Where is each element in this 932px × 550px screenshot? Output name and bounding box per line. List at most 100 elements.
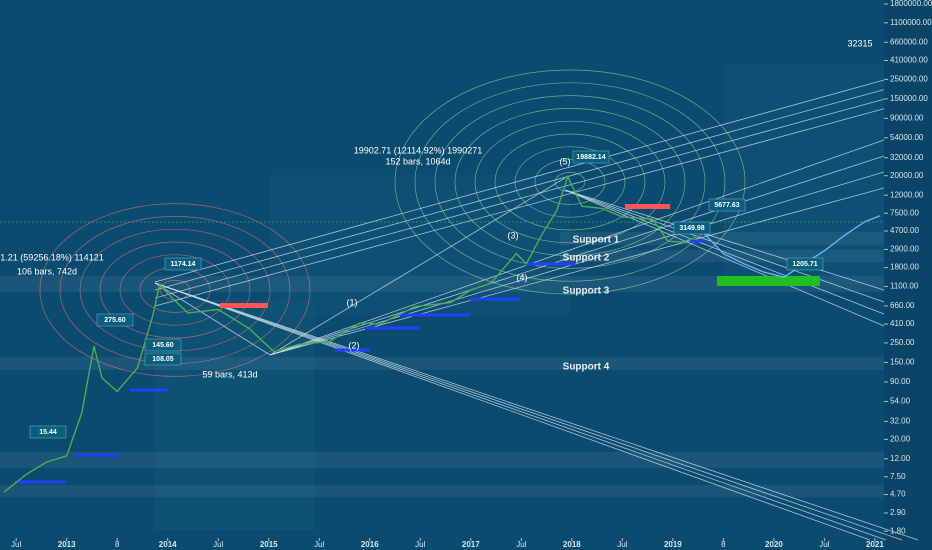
label-box (708, 198, 746, 212)
trend-line (564, 189, 885, 303)
y-tick-label: 250000.00 (890, 74, 928, 83)
annotation: 3149.98 (679, 225, 704, 232)
y-tick-label: 32.00 (890, 416, 911, 425)
support-zone (0, 356, 885, 371)
y-tick-label: 90.00 (890, 377, 911, 386)
support-label: Support 3 (563, 286, 610, 297)
label-box (144, 338, 182, 352)
label-box (29, 425, 67, 439)
annotation: 1205.71 (792, 261, 817, 268)
annotation: 275.60 (104, 317, 126, 324)
label-box (786, 257, 824, 271)
annotation: 152 bars, 1064d (385, 156, 450, 166)
target-zone (625, 204, 670, 209)
trend-line (154, 282, 919, 541)
trend-line (154, 98, 885, 299)
y-tick-label: 32000.00 (890, 153, 924, 162)
trend-line (564, 189, 885, 315)
price-axis (884, 0, 932, 550)
trend-line (154, 282, 887, 541)
y-tick-label: 150000.00 (890, 94, 928, 103)
fib-circle (39, 203, 311, 377)
y-tick-label: 54000.00 (890, 133, 924, 142)
x-tick-label: Jul (314, 540, 324, 549)
x-tick-label: Jul (819, 540, 829, 549)
trend-line (269, 139, 885, 356)
x-tick-label: Jul (516, 540, 526, 549)
annotation: 19902.71 (12114.92%) 1990271 (354, 145, 482, 155)
y-tick-label: 7500.00 (890, 208, 919, 217)
trend-line (154, 79, 885, 283)
annotation: (4) (517, 272, 528, 282)
annotation: 106 bars, 742d (17, 266, 77, 276)
x-tick-label: 2014 (159, 540, 177, 549)
annotation: 59 bars, 413d (202, 369, 257, 379)
x-tick-label: 8 (115, 540, 120, 549)
annotation: 32315 (847, 38, 872, 48)
y-tick-label: 90000.00 (890, 113, 924, 122)
x-tick-label: 2013 (58, 540, 76, 549)
x-tick-label: 2015 (260, 540, 278, 549)
trend-line (154, 282, 871, 541)
trend-line (154, 282, 903, 541)
y-tick-label: 4700.00 (890, 226, 919, 235)
trend-line (154, 282, 271, 356)
y-tick-label: 1100000.00 (890, 18, 932, 27)
annotation: (1) (347, 297, 358, 307)
y-tick-label: 1800.00 (890, 263, 919, 272)
support-zone (559, 231, 885, 246)
y-tick-label: 12.00 (890, 454, 911, 463)
y-tick-label: 4.70 (890, 490, 906, 499)
support-zone (0, 451, 885, 469)
drawings (0, 69, 919, 541)
y-tick-label: 660000.00 (890, 37, 928, 46)
y-tick-label: 12000.00 (890, 190, 924, 199)
y-tick-label: 1100.00 (890, 282, 919, 291)
trend-line (269, 155, 885, 356)
support-zone (0, 275, 885, 293)
label-box (572, 150, 610, 164)
annotation: 108.05 (152, 356, 174, 363)
annotation: 141.21 (59256.18%) 114121 (0, 252, 104, 262)
support-zone (0, 484, 885, 498)
y-tick-label: 7.50 (890, 472, 906, 481)
x-tick-label: 2018 (563, 540, 581, 549)
support-label: Support 4 (563, 362, 610, 373)
fib-circle (474, 120, 666, 244)
x-tick-label: 2017 (462, 540, 480, 549)
label-box (673, 221, 711, 235)
annotation: (2) (349, 340, 360, 350)
signal-bar (717, 276, 820, 286)
y-tick-label: 54.00 (890, 397, 911, 406)
annotation: 15.44 (39, 429, 57, 436)
trend-line (269, 177, 566, 356)
price-line (702, 215, 881, 278)
shade (155, 300, 315, 530)
y-tick-label: 1.80 (890, 526, 906, 535)
fib-circle (454, 108, 686, 256)
x-tick-label: Jul (11, 540, 21, 549)
y-tick-label: 660.00 (890, 301, 915, 310)
fib-circle (534, 159, 606, 205)
trend-line (564, 189, 885, 327)
trend-line (154, 108, 885, 307)
label-box (96, 313, 134, 327)
fib-circle (119, 254, 231, 326)
fib-circle (414, 82, 726, 282)
x-tick-label: Jul (617, 540, 627, 549)
annotation: (3) (508, 230, 519, 240)
x-tick-label: 2020 (765, 540, 783, 549)
fib-circle (434, 95, 706, 269)
target-zone (220, 303, 268, 308)
x-tick-label: 8 (721, 540, 726, 549)
label-box (144, 352, 182, 366)
y-tick-label: 20.00 (890, 434, 911, 443)
annotation: (5) (560, 156, 571, 166)
trend-line (564, 189, 885, 291)
trend-line (154, 89, 885, 291)
annotation: 5677.63 (714, 202, 739, 209)
y-tick-label: 2900.00 (890, 245, 919, 254)
support-label: Support 2 (563, 253, 610, 264)
y-tick-label: 150.00 (890, 358, 915, 367)
